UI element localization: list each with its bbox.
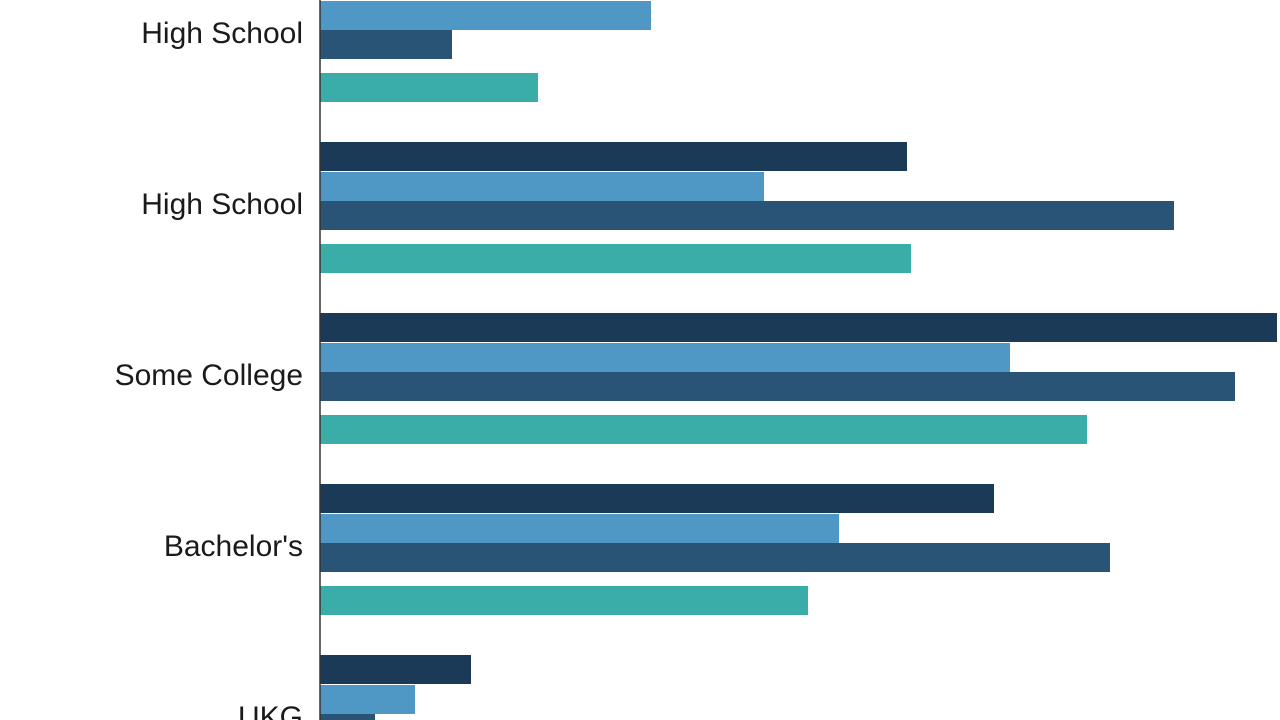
bar (320, 543, 1110, 572)
y-tick-label: High School (141, 17, 303, 50)
y-tick-label: Bachelor's (164, 530, 303, 563)
bar (320, 1, 651, 30)
y-tick-label: High School (141, 188, 303, 221)
bar (320, 30, 452, 59)
bar (320, 484, 994, 513)
bar (320, 343, 1010, 372)
bar (320, 172, 764, 201)
bar (320, 244, 911, 273)
y-tick-label: UKG (238, 701, 303, 720)
bar (320, 415, 1087, 444)
bar (320, 514, 839, 543)
bar (320, 201, 1174, 230)
bar (320, 655, 471, 684)
bar (320, 586, 808, 615)
bar (320, 142, 907, 171)
bar (320, 714, 375, 720)
bar (320, 685, 415, 714)
bar (320, 372, 1235, 401)
bar (320, 313, 1277, 342)
y-tick-label: Some College (115, 359, 303, 392)
bar (320, 73, 538, 102)
